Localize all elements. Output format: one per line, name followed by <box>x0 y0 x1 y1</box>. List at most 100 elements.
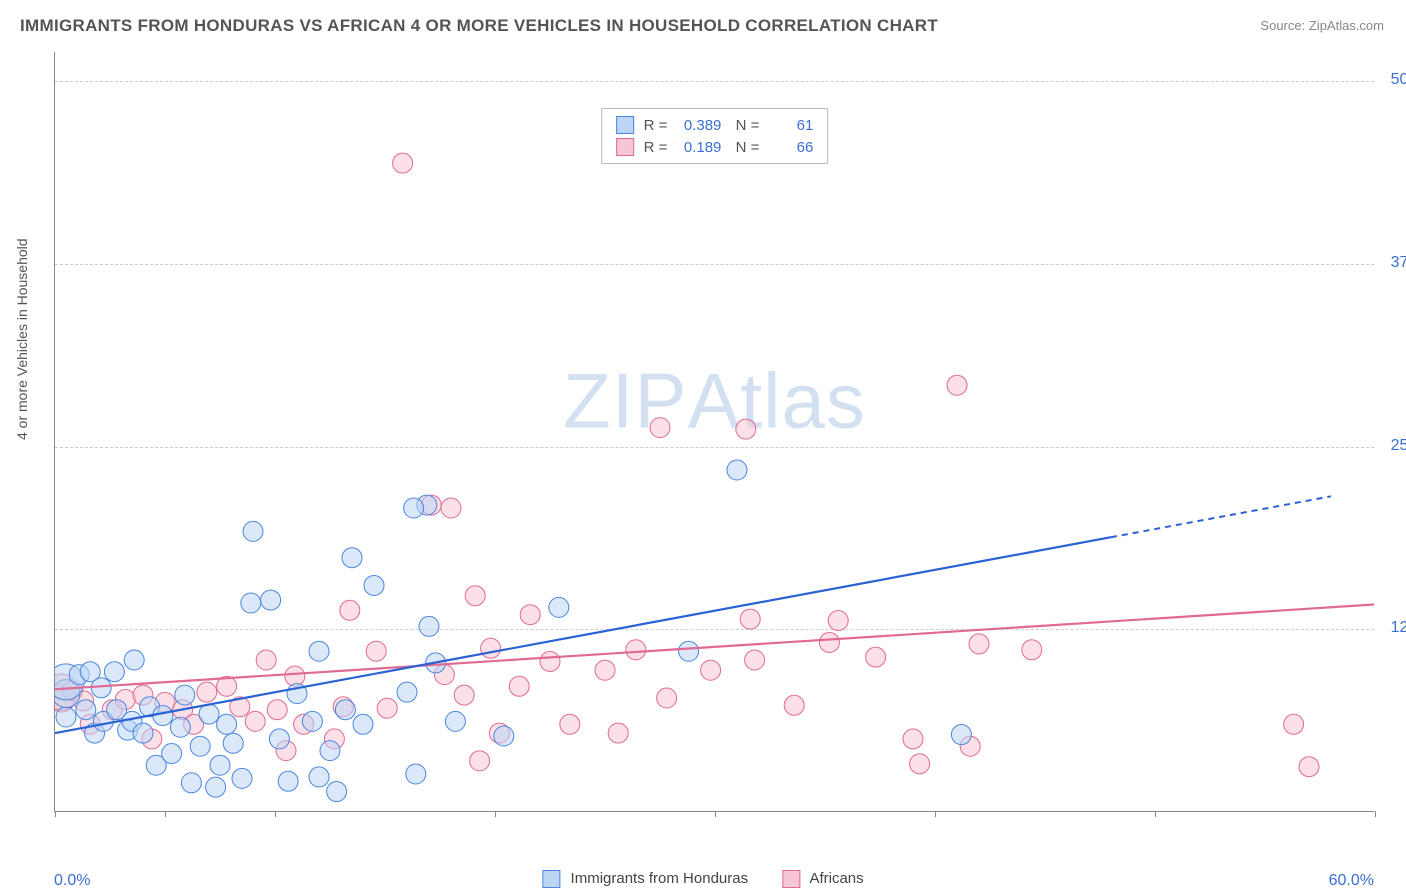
data-point <box>133 723 153 743</box>
data-point <box>397 682 417 702</box>
data-point <box>353 714 373 734</box>
data-point <box>223 733 243 753</box>
data-point <box>320 741 340 761</box>
x-tick-mark <box>715 811 716 817</box>
data-point <box>210 755 230 775</box>
data-point <box>626 640 646 660</box>
data-point <box>124 650 144 670</box>
legend-bottom: Immigrants from Honduras Africans <box>542 870 863 888</box>
source-label: Source: <box>1260 18 1305 33</box>
data-point <box>866 647 886 667</box>
data-point <box>364 575 384 595</box>
x-axis-max-label: 60.0% <box>1329 872 1374 890</box>
data-point <box>445 711 465 731</box>
data-point <box>327 782 347 802</box>
data-point <box>393 153 413 173</box>
data-point <box>650 418 670 438</box>
data-point <box>267 700 287 720</box>
data-point <box>175 685 195 705</box>
n-label: N = <box>731 139 759 156</box>
data-point <box>969 634 989 654</box>
data-point <box>595 660 615 680</box>
data-point <box>269 729 289 749</box>
data-point <box>540 651 560 671</box>
data-point <box>404 498 424 518</box>
legend-chip-blue <box>542 870 560 888</box>
n-value-blue: 61 <box>769 117 813 134</box>
data-point <box>162 744 182 764</box>
data-point <box>302 711 322 731</box>
data-point <box>197 682 217 702</box>
data-point <box>679 641 699 661</box>
scatter-svg <box>55 52 1374 811</box>
y-axis-label: 4 or more Vehicles in Household <box>14 238 30 440</box>
data-point <box>465 586 485 606</box>
data-point <box>256 650 276 670</box>
legend-chip-pink <box>616 138 634 156</box>
data-point <box>56 707 76 727</box>
data-point <box>828 611 848 631</box>
data-point <box>366 641 386 661</box>
x-tick-mark <box>55 811 56 817</box>
data-point <box>217 714 237 734</box>
data-point <box>745 650 765 670</box>
data-point <box>657 688 677 708</box>
x-tick-mark <box>275 811 276 817</box>
data-point <box>170 717 190 737</box>
data-point <box>232 768 252 788</box>
data-point <box>560 714 580 734</box>
data-point <box>608 723 628 743</box>
plot-area: ZIPAtlas 12.5%25.0%37.5%50.0% R = 0.389 … <box>54 52 1374 812</box>
data-point <box>243 521 263 541</box>
data-point <box>910 754 930 774</box>
r-value-pink: 0.189 <box>677 139 721 156</box>
x-tick-mark <box>495 811 496 817</box>
data-point <box>342 548 362 568</box>
data-point <box>104 662 124 682</box>
data-point <box>736 419 756 439</box>
x-axis-min-label: 0.0% <box>54 872 90 890</box>
data-point <box>701 660 721 680</box>
data-point <box>727 460 747 480</box>
data-point <box>261 590 281 610</box>
data-point <box>951 725 971 745</box>
data-point <box>153 706 173 726</box>
correlation-stats-box: R = 0.389 N = 61 R = 0.189 N = 66 <box>601 108 829 164</box>
r-label: R = <box>644 117 668 134</box>
data-point <box>377 698 397 718</box>
legend-chip-blue <box>616 116 634 134</box>
trend-line <box>1111 496 1331 537</box>
legend-label-blue: Immigrants from Honduras <box>571 870 749 887</box>
data-point <box>206 777 226 797</box>
data-point <box>784 695 804 715</box>
source-link[interactable]: ZipAtlas.com <box>1309 18 1384 33</box>
stats-row-blue: R = 0.389 N = 61 <box>616 114 814 136</box>
data-point <box>245 711 265 731</box>
data-point <box>1284 714 1304 734</box>
trend-line <box>55 537 1111 733</box>
y-tick-label: 37.5% <box>1391 254 1406 272</box>
x-tick-mark <box>935 811 936 817</box>
r-label: R = <box>644 139 668 156</box>
legend-chip-pink <box>782 870 800 888</box>
source-attribution: Source: ZipAtlas.com <box>1260 18 1384 33</box>
data-point <box>285 666 305 686</box>
y-tick-label: 25.0% <box>1391 437 1406 455</box>
legend-item-blue: Immigrants from Honduras <box>542 870 748 888</box>
chart-title: IMMIGRANTS FROM HONDURAS VS AFRICAN 4 OR… <box>20 16 938 36</box>
data-point <box>309 767 329 787</box>
data-point <box>181 773 201 793</box>
data-point <box>549 597 569 617</box>
n-label: N = <box>731 117 759 134</box>
data-point <box>441 498 461 518</box>
data-point <box>520 605 540 625</box>
y-tick-label: 12.5% <box>1391 619 1406 637</box>
data-point <box>241 593 261 613</box>
x-tick-mark <box>1155 811 1156 817</box>
data-point <box>190 736 210 756</box>
r-value-blue: 0.389 <box>677 117 721 134</box>
y-tick-label: 50.0% <box>1391 71 1406 89</box>
legend-item-pink: Africans <box>782 870 864 888</box>
data-point <box>947 375 967 395</box>
data-point <box>199 704 219 724</box>
